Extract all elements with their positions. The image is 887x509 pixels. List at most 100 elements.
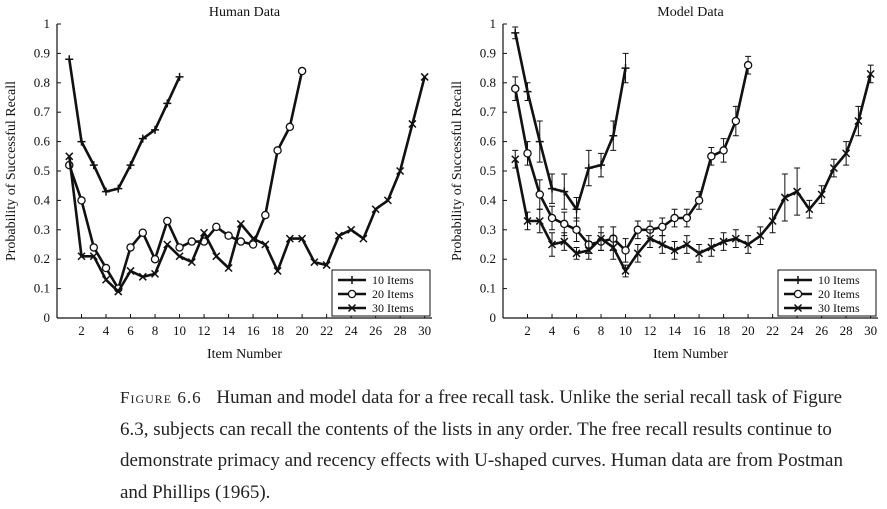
y-tick-label: 0.5 xyxy=(34,163,50,178)
y-tick-label: 0.3 xyxy=(34,222,50,237)
data-point xyxy=(609,243,618,252)
y-axis-label: Probability of Successful Recall xyxy=(450,81,465,261)
x-tick-label: 22 xyxy=(766,323,779,338)
data-point xyxy=(273,146,282,155)
x-tick-label: 16 xyxy=(247,323,261,338)
data-point xyxy=(547,240,557,249)
data-point xyxy=(408,119,417,128)
y-tick-label: 0.9 xyxy=(480,45,496,60)
data-point xyxy=(817,190,826,199)
x-tick-label: 4 xyxy=(103,323,110,338)
data-point xyxy=(249,234,258,243)
data-point xyxy=(187,258,196,267)
data-point xyxy=(126,161,135,170)
x-axis-label: Item Number xyxy=(207,347,282,362)
data-point xyxy=(200,228,209,237)
data-point xyxy=(212,252,221,261)
data-point xyxy=(572,225,581,235)
data-point xyxy=(584,164,593,173)
data-point xyxy=(101,275,111,284)
data-point xyxy=(511,155,520,164)
data-point xyxy=(114,184,123,193)
data-point xyxy=(633,225,643,235)
data-point xyxy=(77,137,86,146)
data-point xyxy=(138,272,147,281)
data-point xyxy=(731,234,740,243)
data-point xyxy=(285,234,294,243)
data-point xyxy=(310,258,319,267)
data-point xyxy=(101,263,111,273)
series-20-items xyxy=(511,55,753,263)
series-30-items xyxy=(511,64,875,278)
data-point xyxy=(359,234,368,243)
y-tick-label: 0.2 xyxy=(480,251,496,266)
data-point xyxy=(633,249,642,258)
legend-marker xyxy=(347,289,357,299)
data-point xyxy=(621,64,630,73)
data-point xyxy=(523,87,532,96)
chart-title: Model Data xyxy=(657,5,724,20)
data-point xyxy=(670,246,679,255)
x-tick-label: 26 xyxy=(815,323,829,338)
x-tick-label: 8 xyxy=(598,323,605,338)
data-point xyxy=(731,116,741,126)
y-tick-label: 0.8 xyxy=(34,75,50,90)
figure-caption: Figure 6.6 Human and model data for a fr… xyxy=(120,382,860,508)
x-tick-label: 2 xyxy=(78,323,85,338)
x-tick-label: 16 xyxy=(693,323,707,338)
legend-label: 20 Items xyxy=(372,287,414,301)
data-point xyxy=(535,137,544,146)
data-point xyxy=(866,69,875,79)
data-point xyxy=(560,219,569,229)
y-tick-label: 0.4 xyxy=(480,192,497,207)
x-tick-label: 26 xyxy=(369,323,383,338)
data-point xyxy=(163,240,172,249)
data-point xyxy=(842,149,851,158)
x-tick-label: 28 xyxy=(840,323,853,338)
x-axis-label: Item Number xyxy=(653,347,728,362)
x-tick-label: 28 xyxy=(394,323,407,338)
x-tick-label: 18 xyxy=(271,323,284,338)
data-point xyxy=(560,187,569,196)
x-tick-label: 30 xyxy=(418,323,431,338)
data-point xyxy=(396,166,405,176)
data-point xyxy=(114,287,123,296)
data-point xyxy=(854,116,863,126)
x-tick-label: 20 xyxy=(742,323,755,338)
data-point xyxy=(682,213,692,223)
data-point xyxy=(224,231,233,240)
data-point xyxy=(65,152,74,161)
data-point xyxy=(187,237,197,246)
chart-panel-2: Model Data00.10.20.30.40.50.60.70.80.912… xyxy=(450,5,878,362)
x-tick-label: 20 xyxy=(296,323,309,338)
data-point xyxy=(151,125,160,134)
series-30-items xyxy=(65,72,429,296)
y-tick-label: 0.7 xyxy=(480,104,497,119)
data-point xyxy=(126,266,135,275)
x-tick-label: 8 xyxy=(152,323,159,338)
y-tick-label: 0.8 xyxy=(480,75,496,90)
series-line xyxy=(68,59,181,193)
data-point xyxy=(175,72,184,81)
chart-panel-1: Human Data00.10.20.30.40.50.60.70.80.912… xyxy=(4,5,432,362)
x-tick-label: 14 xyxy=(668,323,682,338)
legend-marker xyxy=(793,303,803,313)
data-point xyxy=(756,231,765,240)
data-point xyxy=(150,254,160,264)
y-tick-label: 0.1 xyxy=(34,281,50,296)
data-point xyxy=(829,164,838,173)
data-point xyxy=(805,205,814,214)
data-point xyxy=(248,240,258,249)
series-line xyxy=(68,76,426,293)
data-point xyxy=(261,210,270,220)
y-tick-label: 0 xyxy=(44,310,51,325)
data-point xyxy=(511,28,520,37)
data-point xyxy=(334,231,343,240)
y-tick-label: 0.1 xyxy=(480,281,496,296)
legend-label: 20 Items xyxy=(818,287,860,301)
data-point xyxy=(584,246,593,255)
legend-label: 30 Items xyxy=(818,301,860,315)
legend-marker xyxy=(347,303,357,313)
legend-label: 10 Items xyxy=(372,273,414,287)
x-tick-label: 6 xyxy=(573,323,580,338)
